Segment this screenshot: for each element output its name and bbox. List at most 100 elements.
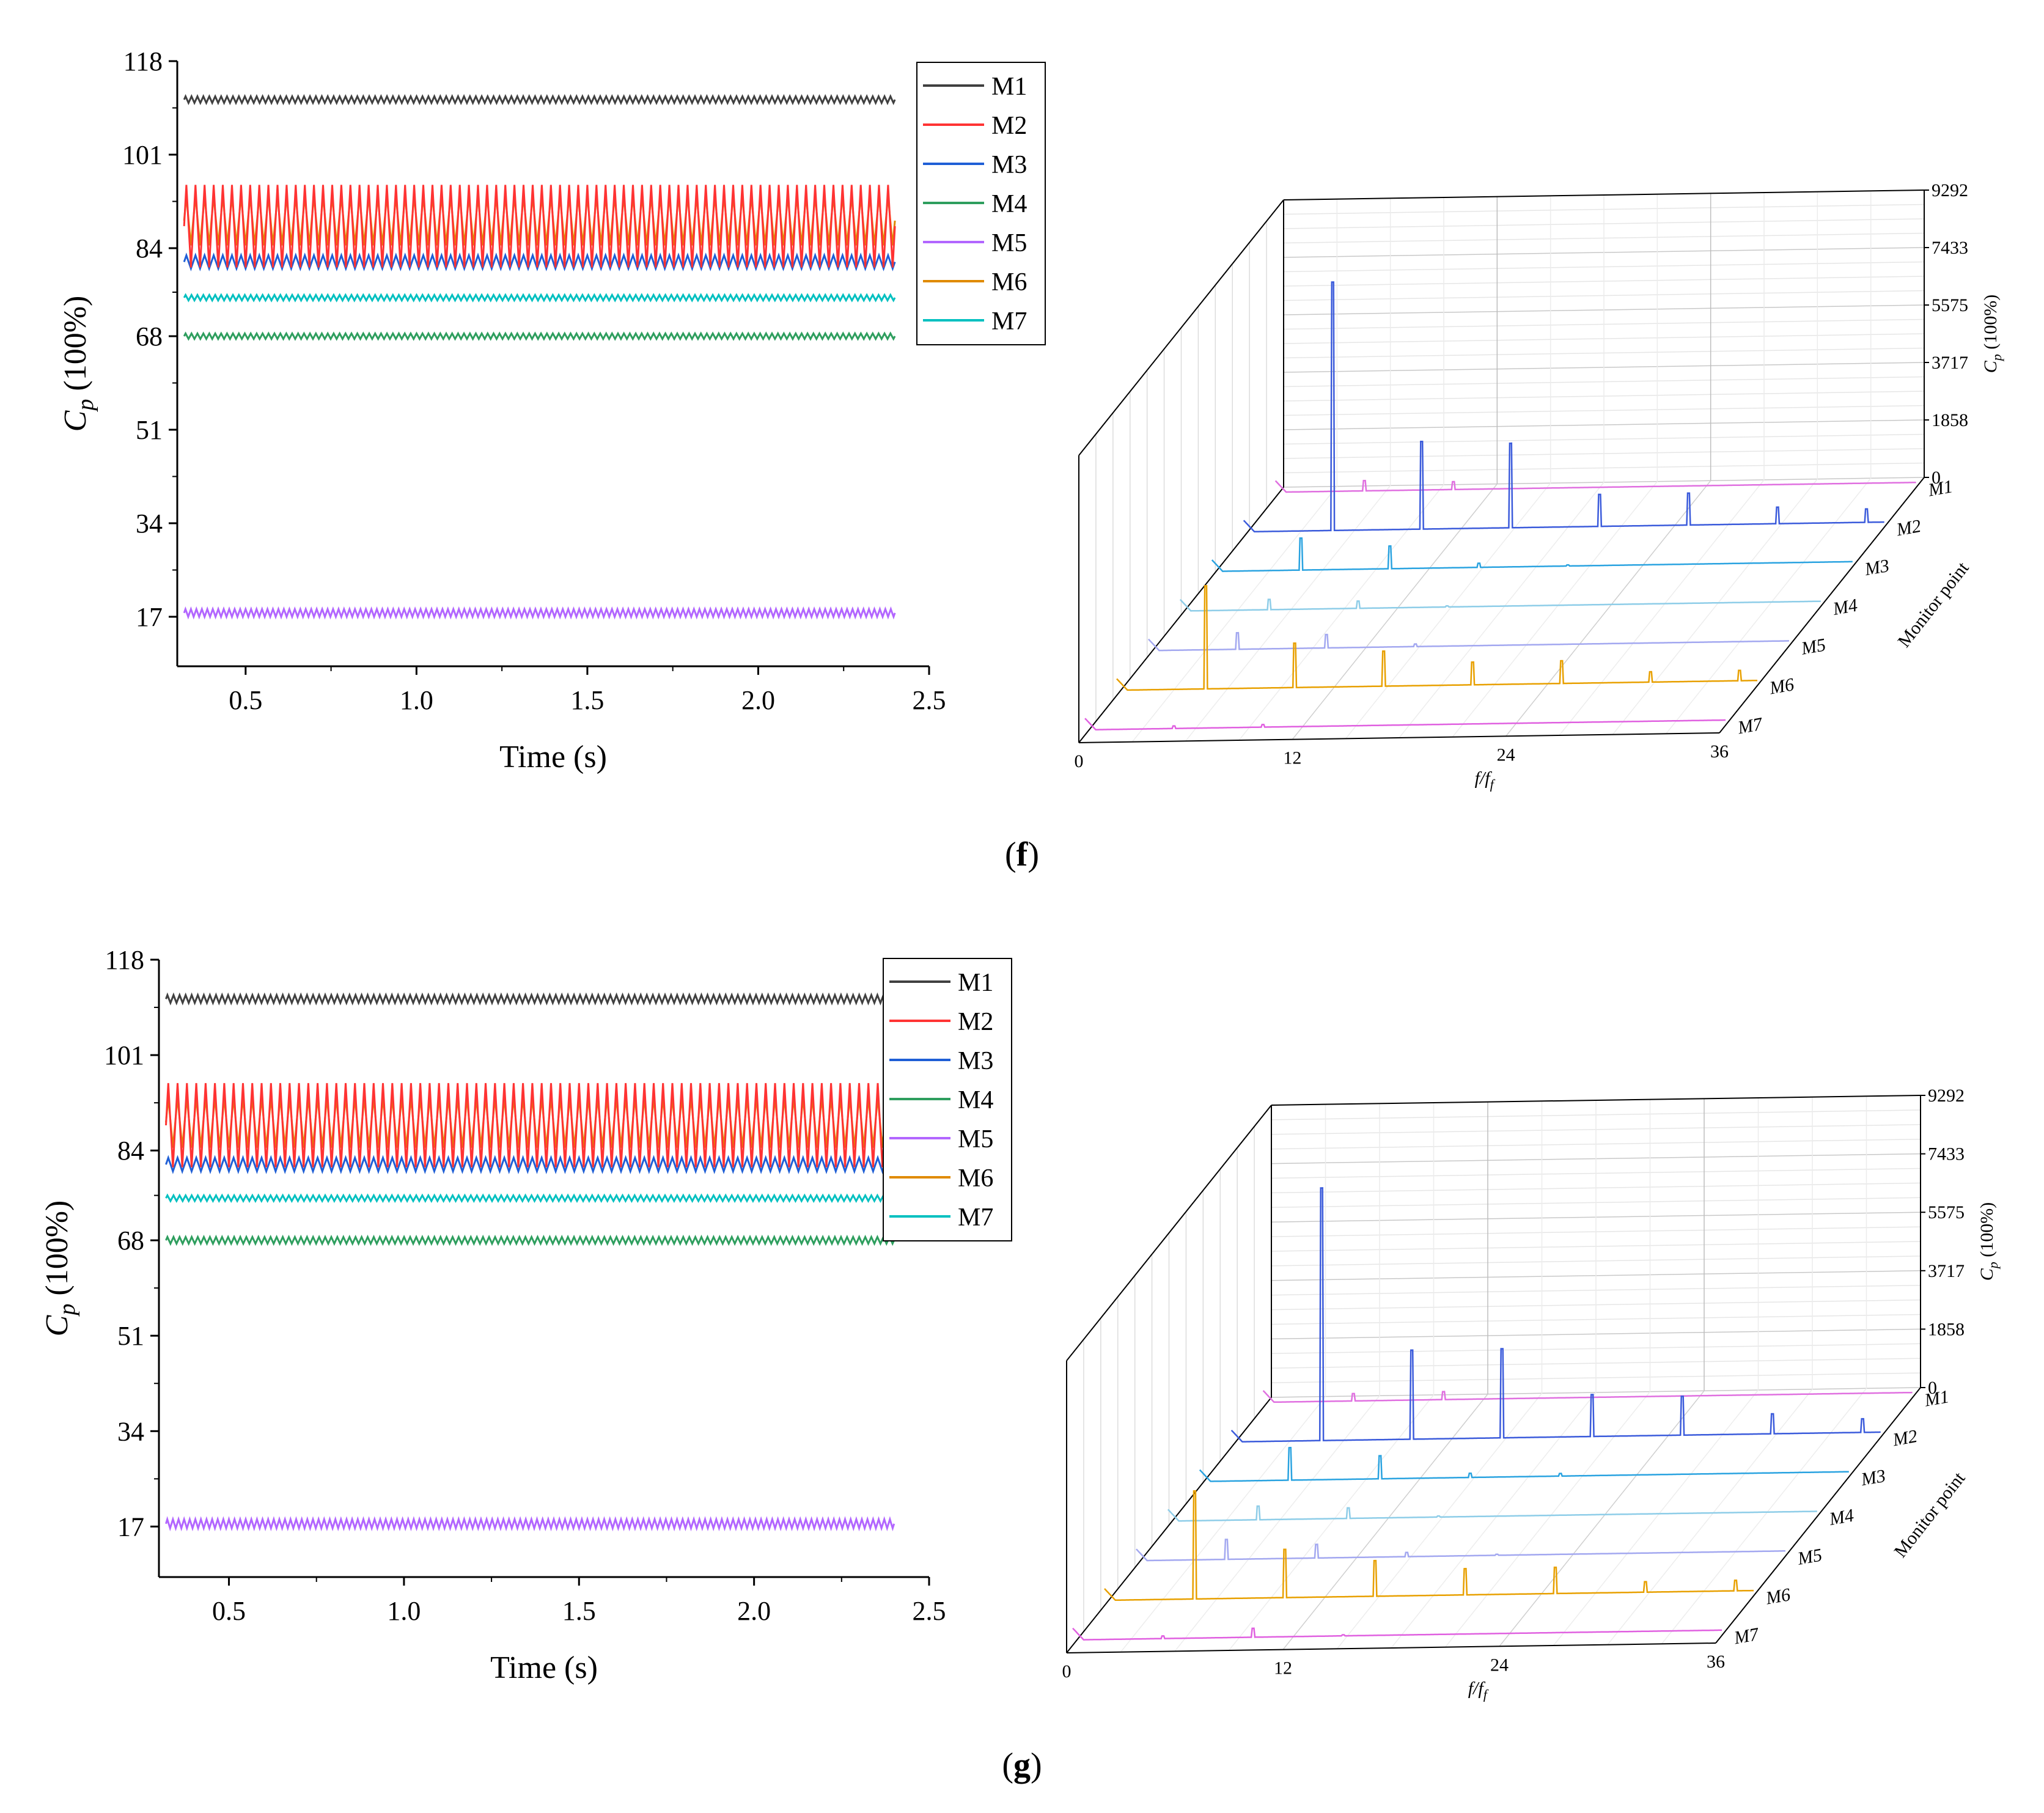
- x-axis-title: Time (s): [499, 740, 607, 774]
- x-tick-label: 36: [1707, 1652, 1725, 1672]
- y-tick-label: 84: [136, 234, 163, 263]
- x-tick-label: 12: [1283, 748, 1301, 768]
- floor-grid: [1174, 1395, 1380, 1652]
- z-tick-label: 3717: [1932, 353, 1968, 373]
- spectrum-line-M6: [1116, 585, 1757, 691]
- legend-label-M7: M7: [958, 1204, 993, 1232]
- monitor-label-M7: M7: [1736, 714, 1765, 738]
- x-tick-label: 1.0: [400, 685, 433, 715]
- legend-label-M3: M3: [958, 1047, 993, 1075]
- floor-grid: [1131, 486, 1337, 743]
- y-tick-label: 68: [136, 322, 163, 351]
- floor-grid: [1120, 1396, 1326, 1653]
- monitor-label-M1: M1: [1926, 476, 1954, 501]
- floor-grid: [1666, 477, 1872, 734]
- spectrum-line-M6: [1104, 1490, 1754, 1602]
- series-line-M3: [165, 1155, 895, 1174]
- series-line-M2: [183, 185, 896, 268]
- series-line-M4: [165, 1234, 895, 1246]
- floor-grid: [1238, 484, 1444, 741]
- series-line-M3: [183, 252, 896, 271]
- y-axis-right: [1719, 477, 1925, 734]
- spectrum-line-M5: [1147, 631, 1789, 652]
- z-tick-label: 9292: [1928, 1086, 1965, 1106]
- top-side-edge: [1066, 1105, 1272, 1361]
- z-tick-label: 0: [1932, 468, 1941, 488]
- spectrum-line-M3: [1211, 537, 1853, 572]
- monitor-label-M6: M6: [1763, 1584, 1792, 1609]
- legend-label-M7: M7: [991, 307, 1027, 336]
- y-tick-label: 34: [117, 1416, 144, 1446]
- y-axis-title: Cp (100%): [58, 296, 98, 432]
- z-tick-label: 9292: [1932, 180, 1968, 200]
- floor-grid: [1345, 482, 1551, 739]
- y-tick-label: 17: [136, 602, 163, 632]
- y-tick-label: 118: [105, 945, 144, 975]
- monitor-label-M5: M5: [1799, 634, 1827, 659]
- spectrum-line-M7: [1084, 718, 1726, 730]
- legend-label-M2: M2: [991, 112, 1027, 140]
- x-tick-label: 24: [1497, 745, 1515, 765]
- x-tick-label: 1.5: [562, 1596, 596, 1626]
- legend-label-M2: M2: [958, 1008, 993, 1036]
- monitor-label-M1: M1: [1922, 1386, 1950, 1411]
- z-axis-title: Cp (100%): [1977, 1202, 2001, 1281]
- x-axis-title: f/ff: [1475, 768, 1496, 792]
- z-tick-label: 0: [1928, 1378, 1937, 1398]
- top-back-edge: [1271, 1095, 1921, 1106]
- spectrum-3d-chart: 0 1858 3717 5575 7433 9292 Cp (100%) 0 12 24 36 f/f…: [1075, 180, 2005, 792]
- y-tick-label: 68: [117, 1226, 144, 1256]
- spectrum-line-M2: [1243, 281, 1884, 533]
- legend-label-M4: M4: [991, 190, 1027, 218]
- caption-f: (f): [1005, 836, 1039, 873]
- floor-grid: [1505, 480, 1711, 737]
- legend-label-M6: M6: [958, 1164, 993, 1193]
- x-tick-label: 1.5: [570, 685, 604, 715]
- y-tick-label: 34: [136, 509, 163, 539]
- monitor-label-M2: M2: [1894, 516, 1922, 540]
- legend-label-M1: M1: [991, 73, 1027, 101]
- z-axis-title: Cp (100%): [1980, 295, 2004, 373]
- legend-label-M6: M6: [991, 268, 1027, 296]
- series-line-M7: [165, 1193, 895, 1203]
- x-tick-label: 2.5: [913, 685, 946, 715]
- x-tick-label: 36: [1710, 741, 1729, 762]
- spectrum-line-M1: [1262, 1390, 1913, 1403]
- time-history-chart: 17 34 51 68 84 101 118 0.5 1.0 1.5 2.0 2.5 Time (s) C…: [40, 945, 1012, 1685]
- y-axis-left: [1066, 1397, 1272, 1653]
- spectrum-line-M4: [1179, 598, 1821, 612]
- z-tick-label: 1858: [1932, 410, 1968, 430]
- caption-f-letter: f: [1016, 836, 1029, 873]
- floor-grid: [1499, 1390, 1705, 1647]
- panel-f: 17 34 51 68 84 101 118 0.5 1.0 1.5 2.0 2.5 Time (s) C…: [58, 46, 2004, 792]
- z-tick-label: 7433: [1932, 238, 1968, 258]
- series-line-M2: [165, 1083, 895, 1168]
- spectrum-3d-chart: 0 1858 3717 5575 7433 9292 Cp (100%) 0 12 24 36 f/f…: [1062, 1086, 2001, 1702]
- x-tick-label: 0.5: [229, 685, 262, 715]
- spectrum-line-M3: [1199, 1447, 1849, 1482]
- x-tick-label: 0: [1062, 1661, 1072, 1682]
- series-line-M7: [183, 293, 896, 303]
- x-axis-title: Time (s): [490, 1650, 598, 1685]
- y-axis-title: Monitor point: [1890, 1468, 1969, 1561]
- x-tick-label: 2.0: [737, 1596, 771, 1626]
- monitor-label-M3: M3: [1862, 556, 1891, 580]
- y-axis-right: [1715, 1387, 1921, 1644]
- z-tick-label: 5575: [1932, 295, 1968, 315]
- floor-grid: [1282, 1394, 1488, 1650]
- floor-grid: [1607, 1389, 1813, 1646]
- x-tick-label: 0: [1075, 751, 1084, 771]
- floor-grid: [1228, 1394, 1435, 1651]
- legend-label-M4: M4: [958, 1086, 993, 1114]
- monitor-label-M4: M4: [1827, 1506, 1855, 1530]
- monitor-label-M7: M7: [1732, 1624, 1762, 1649]
- time-history-chart: 17 34 51 68 84 101 118 0.5 1.0 1.5 2.0 2.5 Time (s) C…: [58, 46, 1046, 774]
- z-tick-label: 5575: [1928, 1202, 1965, 1223]
- y-tick-label: 118: [123, 46, 163, 76]
- y-tick-label: 84: [117, 1136, 144, 1166]
- floor-grid: [1452, 481, 1658, 738]
- monitor-label-M6: M6: [1767, 674, 1795, 699]
- floor-grid: [1391, 1392, 1597, 1649]
- x-axis-title: f/ff: [1468, 1679, 1489, 1702]
- series-line-M5: [183, 606, 896, 620]
